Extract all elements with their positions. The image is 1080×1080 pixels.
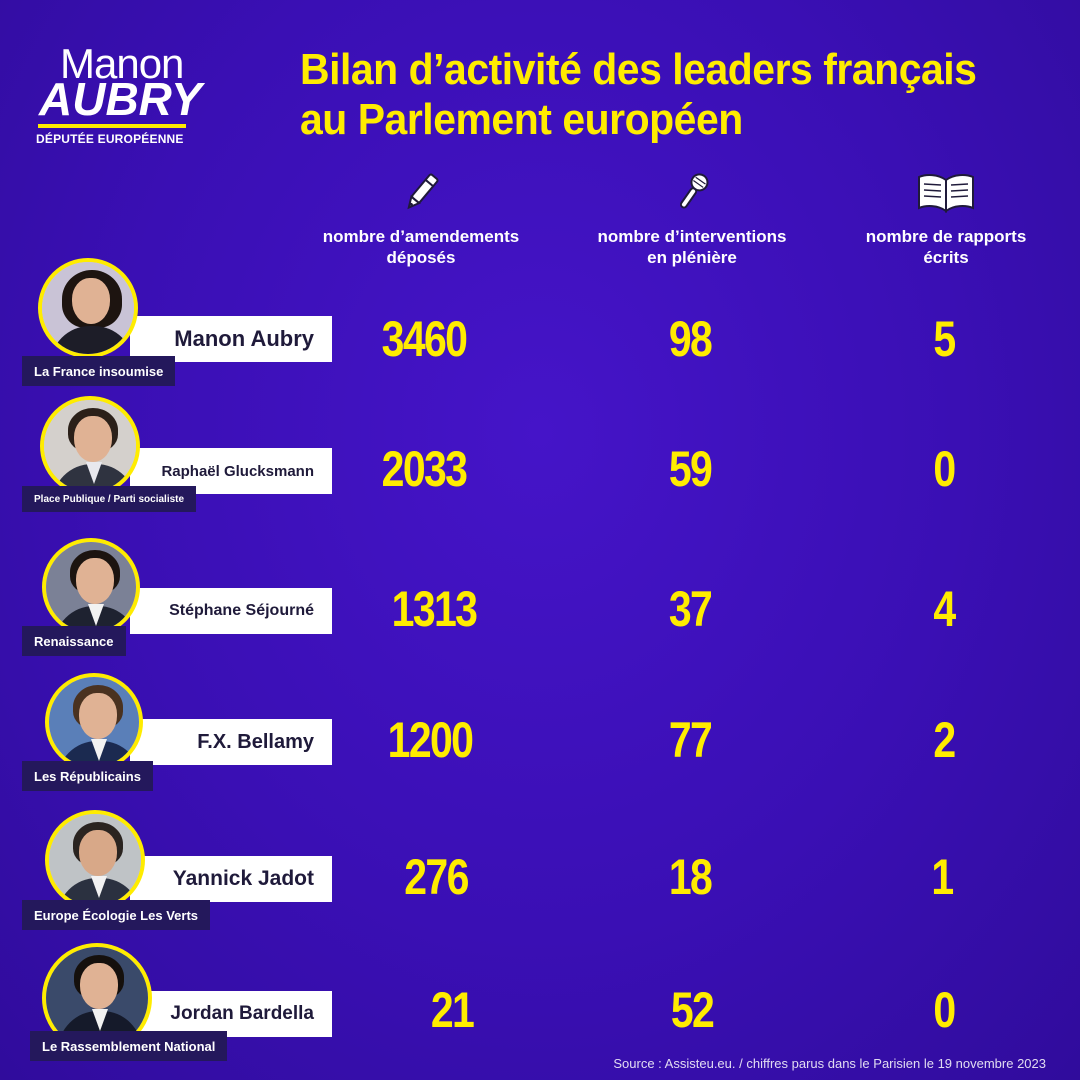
leader-row-glucksmann: Raphaël Glucksmann Place Publique / Part… <box>0 396 1080 526</box>
column-label-rapports-1: nombre de rapports <box>865 227 1027 246</box>
column-label-interventions-1: nombre d’interventions <box>597 227 787 246</box>
pen-icon <box>301 170 541 216</box>
leader-row-aubry: Manon Aubry La France insoumise 3460 98 … <box>0 258 1080 388</box>
party-badge: Europe Écologie Les Verts <box>22 900 210 930</box>
interventions-value: 52 <box>670 982 715 1038</box>
amendements-value: 3460 <box>381 311 468 367</box>
interventions-value: 77 <box>668 712 713 768</box>
avatar <box>38 258 138 358</box>
party-badge: La France insoumise <box>22 356 176 386</box>
column-header-rapports: nombre de rapports écrits <box>826 170 1066 268</box>
avatar <box>45 673 143 771</box>
leader-name: F.X. Bellamy <box>130 719 332 765</box>
avatar <box>42 538 140 636</box>
interventions-value: 18 <box>668 849 713 905</box>
logo-underline <box>38 124 186 128</box>
rapports-value: 0 <box>933 441 956 497</box>
avatar <box>40 396 140 496</box>
party-badge: Le Rassemblement National <box>30 1031 228 1061</box>
rapports-value: 2 <box>933 712 956 768</box>
logo-last-name: AUBRY <box>39 73 202 125</box>
title-line-2: au Parlement européen <box>300 95 743 144</box>
book-icon <box>826 170 1066 216</box>
column-label-amendements-1: nombre d’amendements <box>322 227 520 246</box>
leader-row-sejourne: Stéphane Séjourné Renaissance 1313 37 4 <box>0 538 1080 668</box>
leader-name: Yannick Jadot <box>130 856 332 902</box>
source-footnote: Source : Assisteu.eu. / chiffres parus d… <box>613 1056 1046 1071</box>
party-badge: Renaissance <box>22 626 126 656</box>
column-header-amendements: nombre d’amendements déposés <box>301 170 541 268</box>
amendements-value: 21 <box>430 982 475 1038</box>
leader-name: Jordan Bardella <box>130 991 332 1037</box>
column-header-interventions: nombre d’interventions en plénière <box>572 170 812 268</box>
logo-subtitle: DÉPUTÉE EUROPÉENNE <box>36 132 184 146</box>
leader-name: Stéphane Séjourné <box>130 588 332 634</box>
logo-first-name: Manon <box>60 40 184 87</box>
rapports-value: 0 <box>933 982 956 1038</box>
column-label-rapports-2: écrits <box>923 248 969 267</box>
column-label-interventions-2: en plénière <box>647 248 737 267</box>
amendements-value: 1200 <box>387 712 474 768</box>
rapports-value: 1 <box>931 849 954 905</box>
microphone-icon <box>572 170 812 216</box>
leader-row-bellamy: F.X. Bellamy Les Républicains 1200 77 2 <box>0 673 1080 803</box>
interventions-value: 37 <box>668 581 713 637</box>
amendements-value: 276 <box>404 849 469 905</box>
party-badge: Place Publique / Parti socialiste <box>22 486 197 512</box>
amendements-value: 2033 <box>381 441 468 497</box>
page-title: Bilan d’activité des leaders français au… <box>300 45 1007 145</box>
leader-name: Manon Aubry <box>130 316 332 362</box>
interventions-value: 98 <box>668 311 713 367</box>
party-badge: Les Républicains <box>22 761 153 791</box>
avatar <box>45 810 145 910</box>
title-line-1: Bilan d’activité des leaders français <box>300 45 977 94</box>
leader-row-bardella: Jordan Bardella Le Rassemblement Nationa… <box>0 943 1080 1073</box>
rapports-value: 5 <box>933 311 956 367</box>
amendements-value: 1313 <box>391 581 478 637</box>
interventions-value: 59 <box>668 441 713 497</box>
rapports-value: 4 <box>933 581 956 637</box>
column-label-amendements-2: déposés <box>386 248 456 267</box>
leader-row-jadot: Yannick Jadot Europe Écologie Les Verts … <box>0 810 1080 940</box>
